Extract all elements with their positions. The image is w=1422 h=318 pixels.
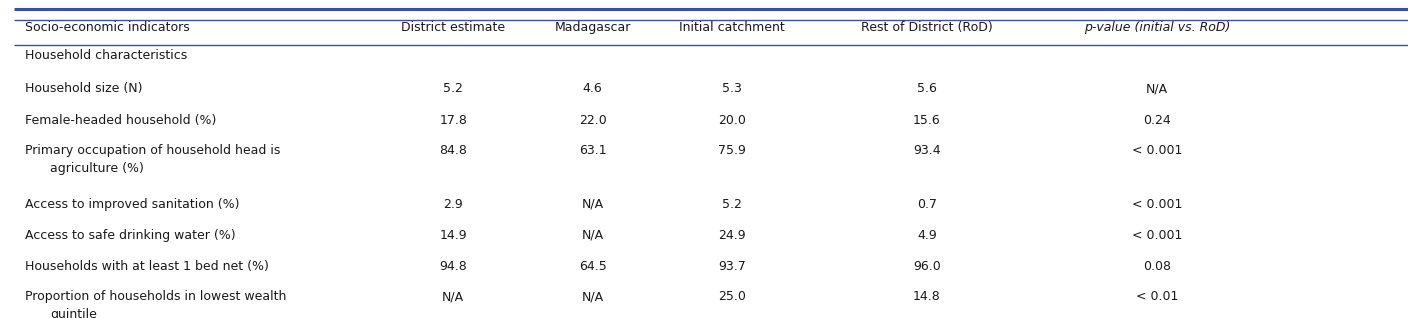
Text: Households with at least 1 bed net (%): Households with at least 1 bed net (%) <box>26 260 269 273</box>
Text: quintile: quintile <box>50 308 97 318</box>
Text: Primary occupation of household head is: Primary occupation of household head is <box>26 144 280 157</box>
Text: 20.0: 20.0 <box>718 114 747 127</box>
Text: 84.8: 84.8 <box>439 144 468 157</box>
Text: N/A: N/A <box>582 290 603 303</box>
Text: < 0.01: < 0.01 <box>1136 290 1177 303</box>
Text: < 0.001: < 0.001 <box>1132 144 1182 157</box>
Text: Madagascar: Madagascar <box>555 21 631 34</box>
Text: 17.8: 17.8 <box>439 114 468 127</box>
Text: Proportion of households in lowest wealth: Proportion of households in lowest wealt… <box>26 290 287 303</box>
Text: 15.6: 15.6 <box>913 114 941 127</box>
Text: 0.24: 0.24 <box>1143 114 1170 127</box>
Text: agriculture (%): agriculture (%) <box>50 162 144 175</box>
Text: 4.6: 4.6 <box>583 82 603 95</box>
Text: N/A: N/A <box>1146 82 1167 95</box>
Text: N/A: N/A <box>582 229 603 242</box>
Text: 4.9: 4.9 <box>917 229 937 242</box>
Text: p-value (initial vs. RoD): p-value (initial vs. RoD) <box>1084 21 1230 34</box>
Text: 5.6: 5.6 <box>917 82 937 95</box>
Text: 75.9: 75.9 <box>718 144 747 157</box>
Text: 2.9: 2.9 <box>444 198 464 211</box>
Text: < 0.001: < 0.001 <box>1132 229 1182 242</box>
Text: 93.4: 93.4 <box>913 144 941 157</box>
Text: 94.8: 94.8 <box>439 260 466 273</box>
Text: 63.1: 63.1 <box>579 144 606 157</box>
Text: Initial catchment: Initial catchment <box>680 21 785 34</box>
Text: 24.9: 24.9 <box>718 229 745 242</box>
Text: Rest of District (RoD): Rest of District (RoD) <box>862 21 993 34</box>
Text: N/A: N/A <box>582 198 603 211</box>
Text: Female-headed household (%): Female-headed household (%) <box>26 114 216 127</box>
Text: 0.08: 0.08 <box>1143 260 1170 273</box>
Text: 14.9: 14.9 <box>439 229 466 242</box>
Text: 96.0: 96.0 <box>913 260 941 273</box>
Text: 93.7: 93.7 <box>718 260 745 273</box>
Text: 0.7: 0.7 <box>917 198 937 211</box>
Text: Household characteristics: Household characteristics <box>26 49 188 62</box>
Text: District estimate: District estimate <box>401 21 505 34</box>
Text: 22.0: 22.0 <box>579 114 606 127</box>
Text: N/A: N/A <box>442 290 464 303</box>
Text: Socio-economic indicators: Socio-economic indicators <box>26 21 191 34</box>
Text: 64.5: 64.5 <box>579 260 606 273</box>
Text: 25.0: 25.0 <box>718 290 747 303</box>
Text: Household size (N): Household size (N) <box>26 82 142 95</box>
Text: 5.3: 5.3 <box>722 82 742 95</box>
Text: 5.2: 5.2 <box>722 198 742 211</box>
Text: Access to safe drinking water (%): Access to safe drinking water (%) <box>26 229 236 242</box>
Text: 5.2: 5.2 <box>444 82 464 95</box>
Text: 14.8: 14.8 <box>913 290 941 303</box>
Text: Access to improved sanitation (%): Access to improved sanitation (%) <box>26 198 240 211</box>
Text: < 0.001: < 0.001 <box>1132 198 1182 211</box>
